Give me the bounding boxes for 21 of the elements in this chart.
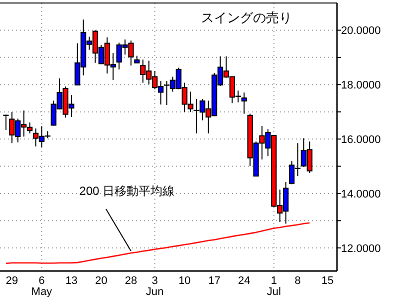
x-tick-label: 1 Jul	[266, 275, 281, 297]
x-tick-label: 24	[238, 275, 250, 287]
x-tick-label: 17	[208, 275, 220, 287]
x-tick-label: 3 Jun	[146, 275, 164, 297]
x-tick-label: 13	[65, 275, 78, 287]
y-tick-label: 20.0000	[341, 25, 381, 38]
x-tick-label: 15	[321, 275, 334, 287]
x-tick-label: 6 May	[31, 275, 53, 297]
x-tick-label: 28	[124, 275, 138, 287]
candlestick	[241, 92, 247, 114]
annotation: 200 日移動平均線	[79, 184, 175, 198]
y-tick-label: 12.0000	[341, 242, 381, 255]
x-tick-label: 8	[294, 275, 301, 287]
x-tick-label: 20	[95, 275, 108, 287]
y-tick-label: 16.0000	[341, 134, 381, 146]
line-series	[5, 222, 310, 264]
text: スイングの売り	[201, 10, 292, 25]
x-tick-label: 29	[6, 275, 18, 287]
x-tick-label: 10	[178, 275, 191, 287]
y-tick-label: 14.0000	[341, 188, 381, 200]
y-tick-label: 18.0000	[341, 80, 381, 92]
